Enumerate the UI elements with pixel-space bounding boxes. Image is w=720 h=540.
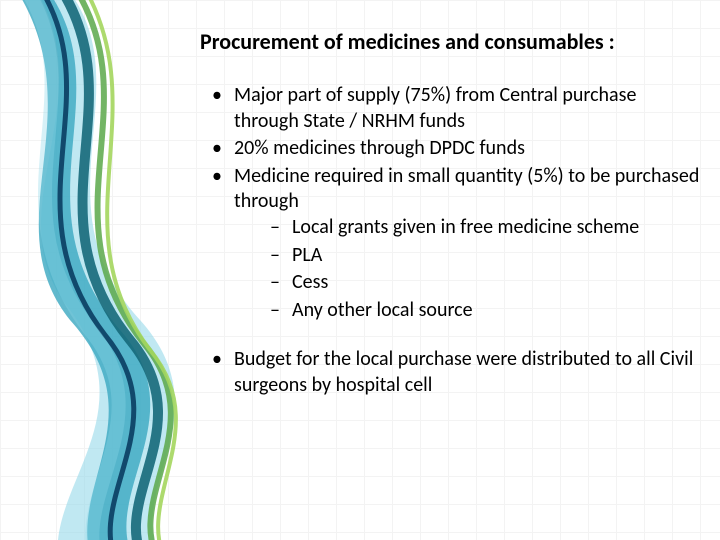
bullet-item: Budget for the local purchase were distr…	[200, 347, 700, 398]
sub-bullet-item: Local grants given in free medicine sche…	[264, 215, 700, 241]
bullet-text: Medicine required in small quantity (5%)…	[234, 164, 699, 214]
bullet-item: Major part of supply (75%) from Central …	[200, 83, 700, 134]
spacer	[200, 325, 700, 347]
bullet-list-2: Budget for the local purchase were distr…	[200, 347, 700, 398]
sub-bullet-item: PLA	[264, 243, 700, 269]
bullet-list: Major part of supply (75%) from Central …	[200, 83, 700, 323]
slide-title: Procurement of medicines and consumables…	[200, 28, 700, 55]
sub-bullet-item: Cess	[264, 270, 700, 296]
sub-bullet-list: Local grants given in free medicine sche…	[264, 215, 700, 323]
bullet-item: Medicine required in small quantity (5%)…	[200, 164, 700, 324]
bullet-item: 20% medicines through DPDC funds	[200, 136, 700, 162]
sub-bullet-item: Any other local source	[264, 298, 700, 324]
slide-content: Procurement of medicines and consumables…	[200, 28, 700, 401]
